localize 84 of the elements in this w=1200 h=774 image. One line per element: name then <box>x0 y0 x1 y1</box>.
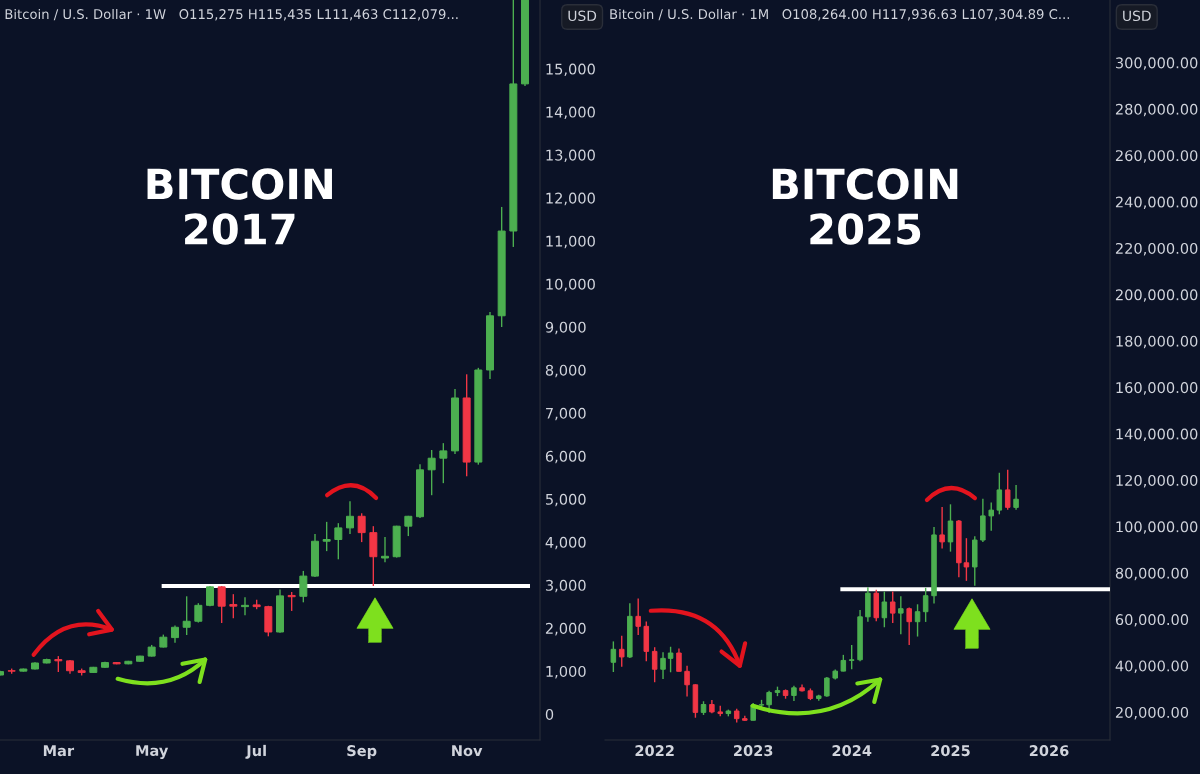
chart-title: Bitcoin / U.S. Dollar · 1M O108,264.00 H117,936.63 L107,304.89 C... <box>610 8 1069 21</box>
y-tick-label: 60,000.00 <box>1115 614 1189 627</box>
candlestick <box>427 449 436 496</box>
candlestick <box>381 536 389 564</box>
candlestick <box>357 512 366 543</box>
candlestick <box>1013 484 1019 511</box>
candlestick <box>939 506 945 550</box>
y-tick-label: 4,000 <box>545 536 586 550</box>
x-tick-label: 2023 <box>734 745 773 757</box>
y-tick-label: 200,000.00 <box>1115 289 1198 302</box>
candlestick <box>947 503 954 553</box>
candlestick <box>610 640 617 673</box>
candlestick <box>660 651 666 680</box>
candlestick <box>898 595 904 635</box>
y-tick-label: 10,000 <box>546 278 595 292</box>
y-tick-label: 260,000.00 <box>1115 150 1198 163</box>
candlestick <box>922 587 929 623</box>
candlestick <box>667 646 674 673</box>
y-tick-label: 0 <box>545 708 554 720</box>
annotation: BITCOIN 2017 <box>147 168 332 245</box>
x-tick-label: Mar <box>43 745 75 757</box>
y-tick-label: 11,000 <box>546 235 595 249</box>
candlestick <box>635 597 641 636</box>
candlestick <box>229 593 238 619</box>
y-tick-label: 240,000.00 <box>1115 196 1198 210</box>
x-tick-label: 2022 <box>635 745 674 757</box>
y-tick-label: 13,000 <box>546 149 595 163</box>
y-tick-label: 220,000.00 <box>1115 242 1198 256</box>
y-tick-label: 5,000 <box>545 493 586 507</box>
y-tick-label: 3,000 <box>545 579 586 593</box>
y-tick-label: 140,000.00 <box>1116 428 1198 442</box>
candlestick <box>996 472 1003 515</box>
y-tick-label: 12,000 <box>546 192 595 206</box>
candlestick <box>766 690 772 714</box>
x-tick-label: 2025 <box>931 745 970 757</box>
annotation: BITCOIN 2025 <box>772 168 958 245</box>
candlestick <box>287 591 296 612</box>
candlestick <box>889 590 896 624</box>
y-tick-label: 120,000.00 <box>1116 474 1198 488</box>
x-tick-label: 2026 <box>1029 745 1069 757</box>
candlestick <box>241 596 249 616</box>
candlestick <box>299 570 308 604</box>
y-tick-label: 100,000.00 <box>1116 521 1198 534</box>
y-tick-label: 40,000.00 <box>1115 660 1189 673</box>
candlestick <box>881 590 888 628</box>
candlestick <box>346 500 354 535</box>
candlestick <box>848 644 855 670</box>
y-tick-label: 9,000 <box>545 321 586 335</box>
text: USD <box>1123 10 1151 22</box>
x-tick-label: May <box>136 745 169 759</box>
y-tick-label: 80,000.00 <box>1115 567 1189 581</box>
x-tick-label: Sep <box>347 745 377 759</box>
x-tick-label: 2024 <box>832 745 872 757</box>
y-tick-label: 280,000.00 <box>1115 103 1198 117</box>
y-tick-label: 6,000 <box>545 450 586 464</box>
x-tick-label: Nov <box>452 745 483 757</box>
y-tick-label: 20,000.00 <box>1115 706 1189 720</box>
candlestick <box>676 647 682 673</box>
y-tick-label: 2,000 <box>545 622 586 636</box>
y-tick-label: 7,000 <box>546 407 586 421</box>
candlestick <box>684 665 690 698</box>
y-tick-label: 1,000 <box>546 665 586 679</box>
candlestick <box>618 635 625 668</box>
candlestick <box>439 442 448 484</box>
candlestick <box>182 595 191 636</box>
y-tick-label: 160,000.00 <box>1116 382 1198 395</box>
y-tick-label: 180,000.00 <box>1116 335 1198 349</box>
candlestick <box>914 603 921 638</box>
candlestick <box>651 646 658 683</box>
y-tick-label: 8,000 <box>545 364 586 378</box>
candlestick <box>322 521 331 552</box>
candlestick <box>865 586 871 623</box>
y-tick-label: 14,000 <box>546 106 595 120</box>
candlestick <box>194 602 203 624</box>
text: USD <box>568 10 597 22</box>
y-tick-label: 15,000 <box>546 63 595 77</box>
x-tick-label: Jul <box>245 744 266 759</box>
candlestick <box>1004 469 1011 511</box>
candlestick <box>988 501 994 532</box>
y-tick-label: 300,000.00 <box>1115 57 1198 70</box>
candlestick <box>217 585 226 624</box>
chart-title: Bitcoin / U.S. Dollar · 1W O115,275 H115,435 L111,463 C112,079... <box>5 8 458 21</box>
candlestick <box>906 606 912 646</box>
candlestick <box>334 522 343 560</box>
